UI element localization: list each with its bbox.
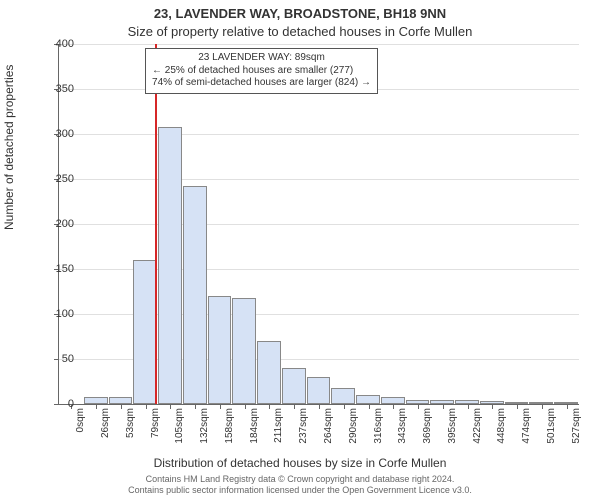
- histogram-bar: [406, 400, 430, 405]
- histogram-bar: [133, 260, 157, 404]
- footer-line1: Contains HM Land Registry data © Crown c…: [146, 474, 455, 484]
- info-box-line1: 23 LAVENDER WAY: 89sqm: [152, 52, 371, 65]
- histogram-bar: [307, 377, 331, 404]
- xtick-mark: [468, 404, 469, 409]
- xtick-label: 26sqm: [100, 408, 111, 448]
- histogram-bar: [356, 395, 380, 404]
- xtick-mark: [319, 404, 320, 409]
- xtick-mark: [369, 404, 370, 409]
- ytick-label: 250: [44, 173, 74, 185]
- chart-footer: Contains HM Land Registry data © Crown c…: [0, 474, 600, 496]
- histogram-bar: [505, 402, 529, 404]
- info-box-line2: ← 25% of detached houses are smaller (27…: [152, 65, 371, 78]
- chart-title-line2: Size of property relative to detached ho…: [0, 24, 600, 39]
- xtick-label: 474sqm: [521, 408, 532, 448]
- histogram-bar: [158, 127, 182, 404]
- chart-container: 23, LAVENDER WAY, BROADSTONE, BH18 9NN S…: [0, 0, 600, 500]
- xtick-label: 53sqm: [125, 408, 136, 448]
- histogram-bar: [84, 397, 108, 404]
- xtick-mark: [146, 404, 147, 409]
- histogram-bar: [455, 400, 479, 404]
- xtick-mark: [418, 404, 419, 409]
- xtick-label: 184sqm: [249, 408, 260, 448]
- ytick-label: 100: [44, 308, 74, 320]
- ytick-label: 350: [44, 83, 74, 95]
- xtick-mark: [269, 404, 270, 409]
- xtick-label: 290sqm: [348, 408, 359, 448]
- grid-line: [59, 44, 579, 45]
- reference-info-box: 23 LAVENDER WAY: 89sqm ← 25% of detached…: [145, 48, 378, 94]
- ytick-label: 150: [44, 263, 74, 275]
- histogram-bar: [480, 401, 504, 404]
- histogram-bar: [183, 186, 207, 404]
- histogram-bar: [554, 402, 578, 404]
- xtick-label: 0sqm: [75, 408, 86, 448]
- xtick-label: 343sqm: [397, 408, 408, 448]
- xtick-label: 448sqm: [496, 408, 507, 448]
- xtick-mark: [393, 404, 394, 409]
- xtick-mark: [170, 404, 171, 409]
- histogram-bar: [430, 400, 454, 404]
- ytick-label: 300: [44, 128, 74, 140]
- xtick-mark: [492, 404, 493, 409]
- footer-line2: Contains public sector information licen…: [128, 485, 472, 495]
- histogram-bar: [208, 296, 232, 404]
- grid-line: [59, 179, 579, 180]
- xtick-mark: [195, 404, 196, 409]
- histogram-bar: [331, 388, 355, 404]
- x-axis-label: Distribution of detached houses by size …: [0, 456, 600, 470]
- histogram-bar: [381, 397, 405, 404]
- ytick-label: 200: [44, 218, 74, 230]
- chart-plot-area: 23 LAVENDER WAY: 89sqm ← 25% of detached…: [58, 44, 579, 405]
- histogram-bar: [109, 397, 133, 404]
- histogram-bar: [282, 368, 306, 404]
- histogram-bar: [232, 298, 256, 404]
- xtick-label: 105sqm: [174, 408, 185, 448]
- xtick-label: 501sqm: [546, 408, 557, 448]
- xtick-mark: [567, 404, 568, 409]
- xtick-label: 369sqm: [422, 408, 433, 448]
- xtick-label: 422sqm: [472, 408, 483, 448]
- ytick-label: 400: [44, 38, 74, 50]
- grid-line: [59, 224, 579, 225]
- xtick-label: 264sqm: [323, 408, 334, 448]
- reference-line: [155, 44, 157, 404]
- xtick-label: 237sqm: [298, 408, 309, 448]
- chart-title-line1: 23, LAVENDER WAY, BROADSTONE, BH18 9NN: [0, 6, 600, 21]
- xtick-mark: [344, 404, 345, 409]
- xtick-label: 211sqm: [273, 408, 284, 448]
- xtick-label: 158sqm: [224, 408, 235, 448]
- xtick-mark: [96, 404, 97, 409]
- xtick-mark: [220, 404, 221, 409]
- xtick-mark: [443, 404, 444, 409]
- grid-line: [59, 134, 579, 135]
- xtick-label: 316sqm: [373, 408, 384, 448]
- xtick-mark: [294, 404, 295, 409]
- xtick-mark: [121, 404, 122, 409]
- xtick-label: 79sqm: [150, 408, 161, 448]
- y-axis-label: Number of detached properties: [2, 65, 16, 230]
- xtick-label: 527sqm: [571, 408, 582, 448]
- histogram-bar: [257, 341, 281, 404]
- xtick-mark: [517, 404, 518, 409]
- xtick-label: 395sqm: [447, 408, 458, 448]
- xtick-mark: [542, 404, 543, 409]
- histogram-bar: [529, 402, 553, 404]
- ytick-label: 0: [44, 398, 74, 410]
- ytick-label: 50: [44, 353, 74, 365]
- xtick-mark: [245, 404, 246, 409]
- xtick-label: 132sqm: [199, 408, 210, 448]
- info-box-line3: 74% of semi-detached houses are larger (…: [152, 77, 371, 90]
